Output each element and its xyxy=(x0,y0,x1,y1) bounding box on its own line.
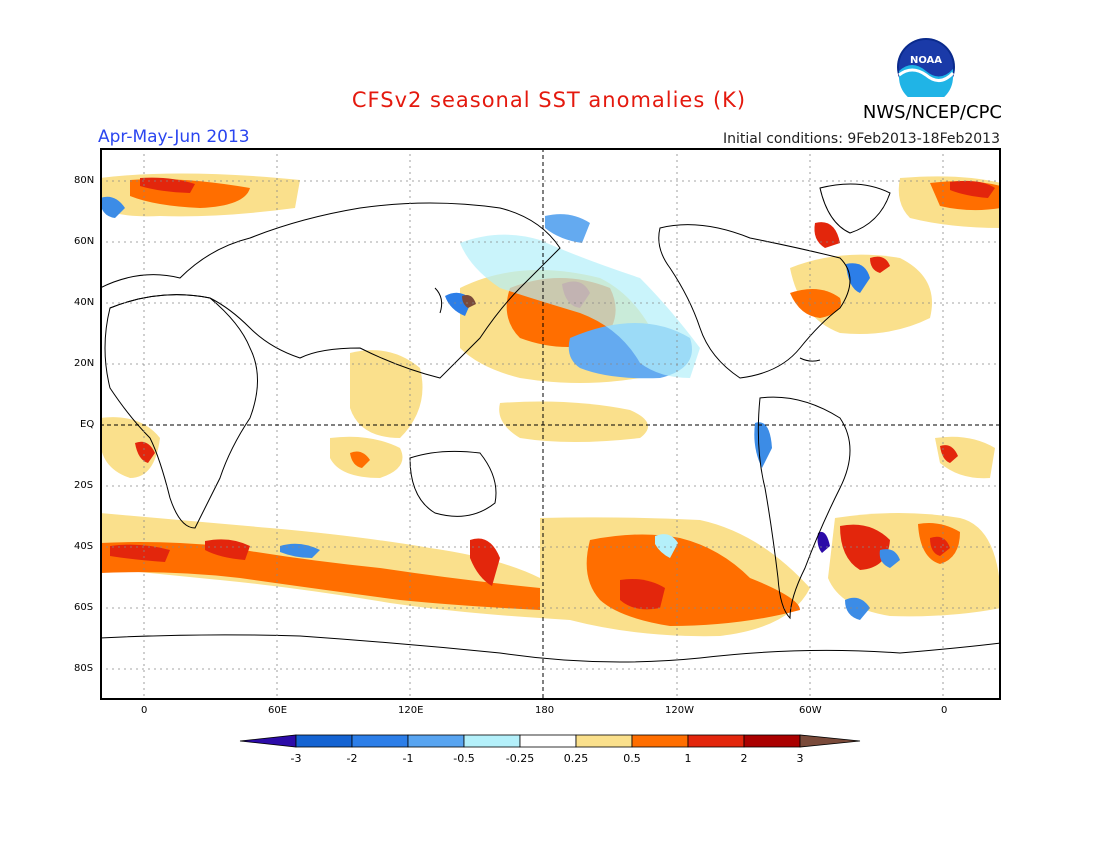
lon-label: 120W xyxy=(665,705,694,716)
lat-label: EQ xyxy=(80,419,95,430)
lon-label: 120E xyxy=(398,705,424,716)
colorbar-legend: -3 -2 -1 -0.5 -0.25 0.25 0.5 1 2 3 xyxy=(239,734,861,765)
forecast-period: Apr-May-Jun 2013 xyxy=(98,127,250,147)
colorbar-label: 0.5 xyxy=(623,752,641,765)
colorbar-label: 3 xyxy=(797,752,804,765)
colorbar-swatch xyxy=(687,734,745,748)
lat-label: 80N xyxy=(74,175,95,186)
colorbar-swatch xyxy=(575,734,633,748)
north-atlantic-anomalies xyxy=(790,222,932,334)
lat-label: 40S xyxy=(74,541,94,552)
lat-label: 40N xyxy=(74,297,95,308)
logo-text: NOAA xyxy=(910,55,942,66)
south-atlantic-anomalies xyxy=(817,513,1001,620)
colorbar-label: 0.25 xyxy=(564,752,589,765)
colorbar-swatch xyxy=(351,734,409,748)
lon-label: 180 xyxy=(535,705,555,716)
sst-anomaly-map xyxy=(100,148,1001,700)
colorbar-swatch xyxy=(799,734,861,748)
colorbar-swatch xyxy=(463,734,521,748)
lon-label: 0 xyxy=(141,705,148,716)
colorbar-label: 1 xyxy=(685,752,692,765)
colorbar-label: -0.5 xyxy=(453,752,474,765)
southern-ocean-warm-belt xyxy=(100,513,540,618)
colorbar-label: -2 xyxy=(347,752,358,765)
colorbar-swatch xyxy=(631,734,689,748)
lon-label: 60E xyxy=(268,705,288,716)
lat-label: 60S xyxy=(74,602,94,613)
lon-label: 60W xyxy=(799,705,822,716)
colorbar-swatch xyxy=(407,734,465,748)
agency-label: NWS/NCEP/CPC xyxy=(862,102,1002,123)
lat-label: 80S xyxy=(74,663,94,674)
arctic-anomalies xyxy=(100,173,1001,228)
map-border xyxy=(100,148,1001,700)
colorbar-label: -1 xyxy=(403,752,414,765)
colorbar-swatch xyxy=(519,734,577,748)
colorbar-label: -0.25 xyxy=(506,752,534,765)
map-title: CFSv2 seasonal SST anomalies (K) xyxy=(351,88,747,112)
colorbar-swatch xyxy=(743,734,801,748)
lon-label: 0 xyxy=(941,705,948,716)
noaa-logo-icon: NOAA xyxy=(897,38,955,97)
colorbar-label: 2 xyxy=(741,752,748,765)
lat-label: 60N xyxy=(74,236,95,247)
coastlines xyxy=(100,183,1001,663)
lat-label: 20N xyxy=(74,358,95,369)
colorbar-swatch xyxy=(295,734,353,748)
graticule xyxy=(100,148,1001,700)
colorbar-label: -3 xyxy=(291,752,302,765)
initial-conditions: Initial conditions: 9Feb2013-18Feb2013 xyxy=(723,131,1000,147)
colorbar-swatch xyxy=(239,734,297,748)
lat-label: 20S xyxy=(74,480,94,491)
tropical-warm-patches xyxy=(100,350,995,479)
